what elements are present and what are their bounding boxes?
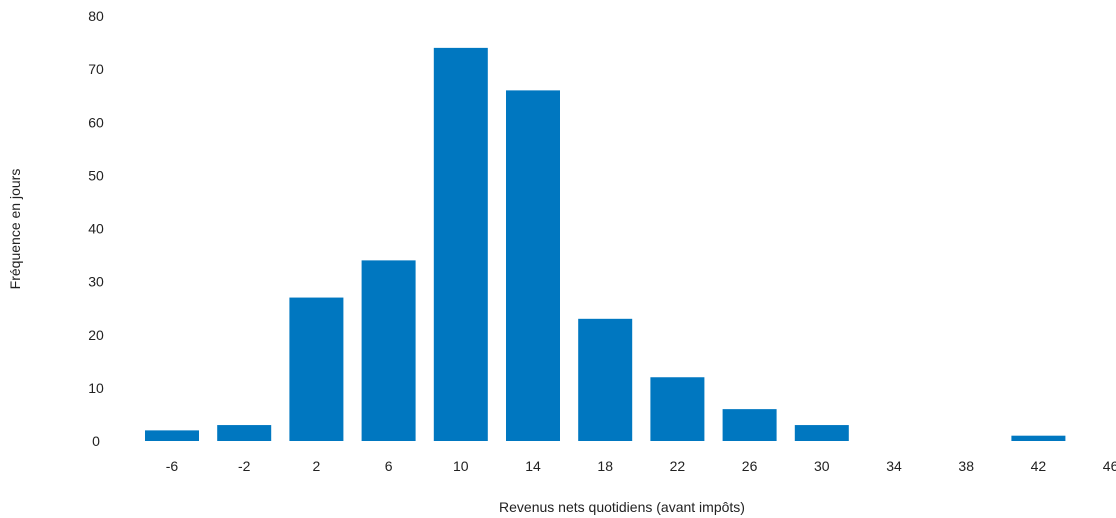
x-tick-label: 10 bbox=[453, 458, 469, 474]
y-tick-label: 80 bbox=[88, 8, 104, 24]
y-tick-label: 40 bbox=[88, 221, 104, 237]
x-tick-label: 6 bbox=[385, 458, 393, 474]
y-tick-label: 20 bbox=[88, 327, 104, 343]
y-axis-ticks: 0 10 20 30 40 50 60 70 80 bbox=[88, 8, 104, 449]
bar bbox=[578, 318, 633, 441]
bar bbox=[433, 47, 488, 441]
bar bbox=[361, 260, 416, 441]
x-axis-title: Revenus nets quotidiens (avant impôts) bbox=[499, 499, 745, 515]
y-tick-label: 70 bbox=[88, 61, 104, 77]
x-tick-label: 2 bbox=[313, 458, 321, 474]
y-tick-label: 10 bbox=[88, 380, 104, 396]
x-tick-label: 30 bbox=[814, 458, 830, 474]
y-axis-title: Fréquence en jours bbox=[7, 169, 23, 290]
bar bbox=[217, 425, 272, 441]
x-tick-label: 22 bbox=[670, 458, 686, 474]
bars bbox=[145, 47, 1066, 441]
x-tick-label: 14 bbox=[525, 458, 541, 474]
x-tick-label: -6 bbox=[166, 458, 179, 474]
y-tick-label: 60 bbox=[88, 114, 104, 130]
bar bbox=[722, 409, 777, 441]
x-tick-label: 26 bbox=[742, 458, 758, 474]
bar bbox=[794, 425, 849, 441]
x-tick-label: 18 bbox=[597, 458, 613, 474]
y-tick-label: 30 bbox=[88, 274, 104, 290]
x-tick-label: 34 bbox=[886, 458, 902, 474]
bar bbox=[650, 377, 705, 441]
y-tick-label: 0 bbox=[92, 433, 100, 449]
x-tick-label: 42 bbox=[1031, 458, 1047, 474]
x-axis-ticks: -6 -2 2 6 10 14 18 22 26 30 34 38 42 46 bbox=[166, 458, 1116, 474]
x-tick-label: -2 bbox=[238, 458, 251, 474]
x-tick-label: 46 bbox=[1103, 458, 1116, 474]
bar bbox=[145, 430, 199, 441]
bar bbox=[506, 90, 560, 441]
bar bbox=[1011, 435, 1066, 441]
x-tick-label: 38 bbox=[958, 458, 974, 474]
bar bbox=[289, 297, 344, 441]
y-tick-label: 50 bbox=[88, 167, 104, 183]
